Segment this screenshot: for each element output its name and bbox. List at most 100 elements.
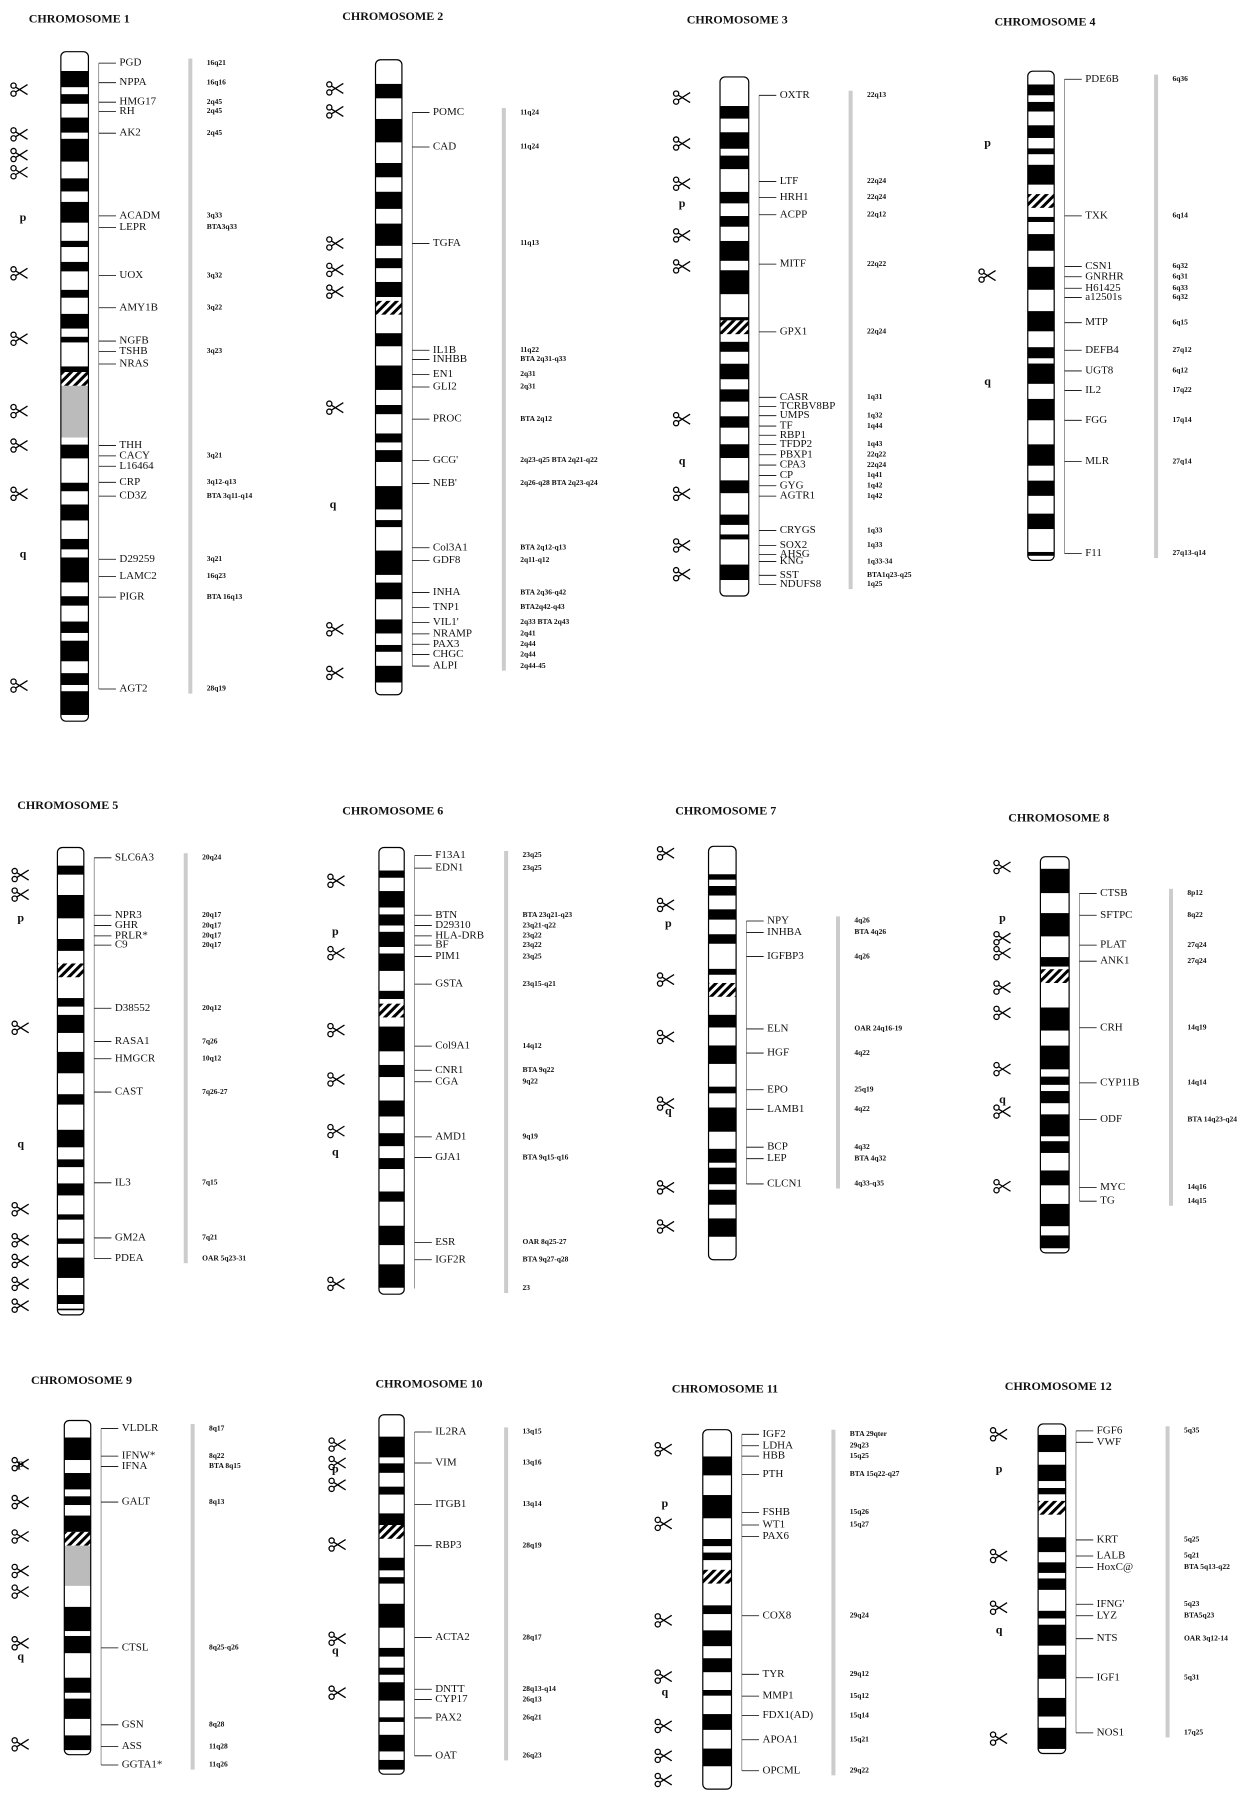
comparative-location: 15q21 xyxy=(850,1734,869,1743)
scissors-icon xyxy=(993,945,1011,961)
scissors-blade xyxy=(15,169,28,178)
gene-name: GYG xyxy=(780,479,804,491)
scissors-blade xyxy=(994,1735,1008,1745)
scissors-icon xyxy=(993,1061,1011,1077)
band xyxy=(378,953,405,971)
gene-name: CRP xyxy=(119,476,140,488)
gene-name: ELN xyxy=(767,1022,788,1034)
comparative-location: 5q25 xyxy=(1184,1535,1200,1544)
arm-label: q xyxy=(332,1145,339,1159)
comparative-location: 13q15 xyxy=(523,1427,542,1436)
scissors-blade xyxy=(15,267,28,277)
comparative-location: 25q19 xyxy=(854,1085,873,1094)
band xyxy=(708,909,737,920)
band xyxy=(60,691,89,715)
gene-name: LDHA xyxy=(763,1439,794,1451)
band xyxy=(720,416,749,428)
scissors-blade xyxy=(677,232,691,241)
comparative-location: 4q32 xyxy=(854,1142,870,1151)
gene-name: PTH xyxy=(763,1468,784,1480)
scissors-handle xyxy=(993,859,1000,867)
band xyxy=(1040,1114,1070,1137)
gene-name: NEB' xyxy=(433,477,457,489)
arm-label: q xyxy=(17,1137,24,1151)
scissors-handle xyxy=(326,665,333,673)
centromere xyxy=(708,982,737,997)
gene-name: IL2 xyxy=(1085,384,1101,396)
scissors-blade xyxy=(333,1689,346,1699)
centromere xyxy=(1040,969,1070,983)
scissors-blade xyxy=(330,82,344,92)
gene-name: SST xyxy=(780,569,799,581)
band xyxy=(60,596,89,606)
scissors-icon xyxy=(656,1029,675,1045)
scissors-blade xyxy=(677,140,691,150)
comparative-location: 14q15 xyxy=(1187,1196,1206,1205)
gene-name: Col9A1 xyxy=(435,1040,470,1052)
band xyxy=(1040,1045,1070,1070)
comparative-location: 7q26-27 xyxy=(202,1087,228,1096)
scissors-blade xyxy=(330,240,344,250)
scissors-blade xyxy=(332,1278,345,1287)
gene-name: TXK xyxy=(1085,209,1108,221)
comparative-location: 23q15-q21 xyxy=(523,979,557,988)
comparative-location: 23q25 xyxy=(523,863,542,872)
comparative-location: 3q21 xyxy=(207,451,223,460)
comparative-location: 3q22 xyxy=(207,302,223,311)
band xyxy=(378,914,405,926)
scissors-handle xyxy=(672,494,680,502)
scissors-blade xyxy=(330,669,344,679)
band xyxy=(1027,480,1055,496)
scissors-handle xyxy=(326,270,333,278)
scissors-blade xyxy=(332,1125,345,1135)
scissors-icon xyxy=(654,1441,673,1457)
scissors-blade xyxy=(16,1496,30,1506)
comparative-location: 14q12 xyxy=(523,1041,542,1050)
gene-name: HMG17 xyxy=(119,96,156,108)
band xyxy=(1027,125,1055,138)
band xyxy=(1027,266,1055,290)
gene-name: BTN xyxy=(435,909,457,921)
scissors-blade xyxy=(661,1181,675,1191)
band xyxy=(57,894,84,919)
scissors-handle xyxy=(328,1537,335,1544)
scissors-handle xyxy=(656,1096,664,1103)
comparative-location: 29q12 xyxy=(850,1669,869,1678)
scissors-blade xyxy=(330,264,344,273)
scissors-blade xyxy=(677,571,691,580)
scissors-handle xyxy=(672,566,680,574)
centromere xyxy=(702,1569,732,1584)
band xyxy=(1040,1007,1070,1031)
comparative-location: 1q42 xyxy=(867,491,883,500)
scissors-blade xyxy=(659,1518,673,1527)
scissors-blade xyxy=(332,1027,345,1036)
scissors-handle xyxy=(989,1427,997,1434)
scissors-blade xyxy=(659,1774,673,1783)
chromosome-outline xyxy=(63,1419,92,1756)
scissors-handle xyxy=(11,1020,18,1028)
scissors-blade xyxy=(994,1602,1008,1611)
scissors-blade xyxy=(16,1461,30,1470)
chromosome-title: CHROMOSOME 6 xyxy=(342,804,443,818)
scissors-icon xyxy=(10,147,28,163)
comparative-location: BTA 2q31-q33 xyxy=(520,354,566,363)
band xyxy=(1027,311,1055,332)
scissors-handle xyxy=(993,945,1000,953)
gene-name: GHR xyxy=(115,919,139,931)
gene-name: RBP3 xyxy=(435,1539,462,1551)
scissors-handle xyxy=(672,486,680,494)
gene-name: PIGR xyxy=(119,591,145,603)
comparative-location: 13q16 xyxy=(523,1458,542,1467)
scissors-icon xyxy=(656,972,675,987)
gene-name: INHA xyxy=(433,586,461,598)
chromosome-outline xyxy=(1039,856,1070,1254)
scissors-blade xyxy=(16,1234,30,1244)
comparative-location: 2q41 xyxy=(520,629,536,638)
gene-name: VIL1' xyxy=(433,616,459,628)
scissors-handle xyxy=(326,622,333,629)
scissors-icon xyxy=(672,259,691,274)
band xyxy=(64,1473,91,1490)
gene-name: Col3A1 xyxy=(433,541,468,553)
centromere xyxy=(1038,1500,1066,1515)
